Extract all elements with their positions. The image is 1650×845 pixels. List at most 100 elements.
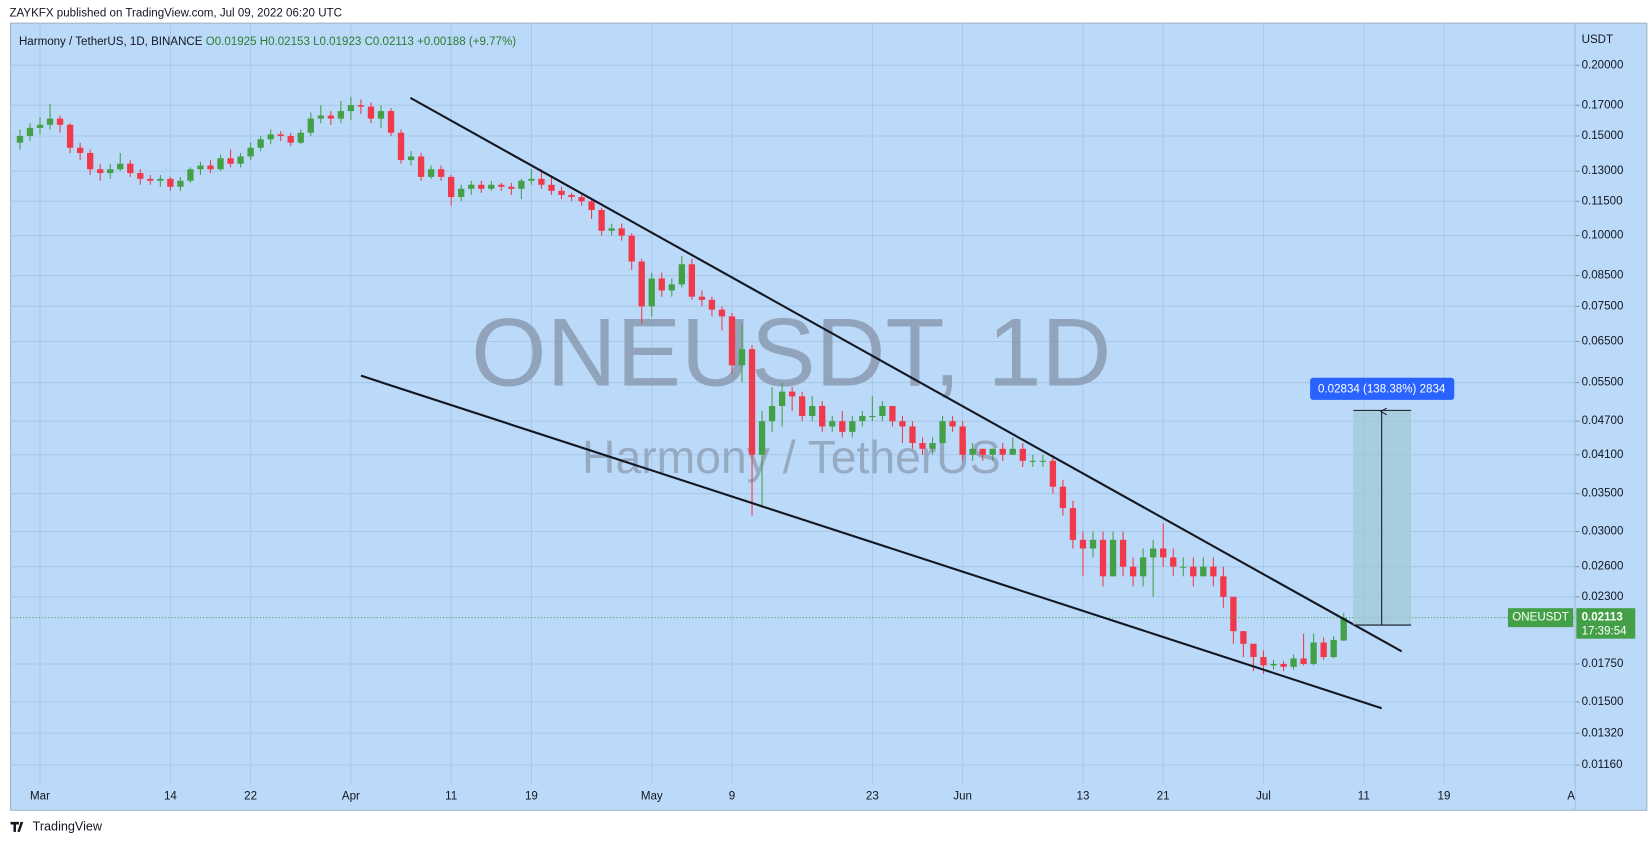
candle-body bbox=[708, 299, 716, 310]
candle-body bbox=[508, 186, 515, 189]
candle-body bbox=[468, 184, 475, 189]
candle-body bbox=[1230, 596, 1237, 632]
candle-body bbox=[1029, 460, 1036, 462]
candle-body bbox=[1310, 642, 1317, 664]
candle-body bbox=[197, 165, 204, 170]
candle-body bbox=[307, 118, 314, 133]
candle-body bbox=[36, 124, 44, 128]
candle-body bbox=[1069, 508, 1077, 540]
x-tick-label: Apr bbox=[342, 791, 360, 803]
x-tick-label: 11 bbox=[445, 791, 457, 803]
candle-body bbox=[117, 163, 124, 170]
candle-body bbox=[1330, 639, 1337, 658]
candle-body bbox=[56, 118, 64, 125]
candle-body bbox=[869, 416, 876, 418]
y-tick-label: 0.20000 bbox=[1582, 59, 1624, 71]
candle-body bbox=[969, 448, 976, 455]
candle-body bbox=[598, 209, 605, 231]
symbol-label: ONEUSDT bbox=[1512, 612, 1569, 624]
candle-body bbox=[618, 228, 625, 236]
candle-body bbox=[929, 443, 936, 449]
candle-body bbox=[819, 405, 826, 427]
candle-body bbox=[367, 106, 375, 119]
candle-body bbox=[76, 147, 84, 153]
candle-body bbox=[1129, 566, 1137, 577]
y-tick-label: 0.01320 bbox=[1582, 727, 1624, 739]
candle-body bbox=[1019, 448, 1026, 461]
candle-body bbox=[799, 396, 806, 417]
candle-body bbox=[46, 118, 54, 125]
candle-body bbox=[788, 391, 796, 397]
candle-body bbox=[458, 188, 465, 198]
y-tick-label: 0.06500 bbox=[1582, 336, 1624, 348]
candle-body bbox=[558, 190, 565, 195]
candle-body bbox=[588, 201, 595, 210]
candle-body bbox=[97, 169, 104, 174]
watermark-name: Harmony / TetherUS bbox=[582, 431, 1001, 483]
candle-body bbox=[548, 184, 555, 191]
candle-body bbox=[959, 426, 966, 455]
candle-body bbox=[267, 134, 274, 140]
legend-open: O0.01925 bbox=[206, 36, 257, 48]
x-tick-label: 11 bbox=[1358, 791, 1370, 803]
candle-body bbox=[1009, 448, 1016, 455]
candle-body bbox=[107, 169, 114, 174]
y-tick-label: 0.03000 bbox=[1582, 526, 1624, 538]
y-tick-label: 0.04100 bbox=[1582, 449, 1624, 461]
candle-body bbox=[217, 158, 224, 170]
candle-body bbox=[157, 178, 164, 181]
y-tick-label: 0.15000 bbox=[1582, 130, 1624, 142]
candle-body bbox=[1190, 566, 1197, 577]
tradingview-logo bbox=[10, 821, 24, 832]
candle-body bbox=[337, 111, 345, 119]
candle-body bbox=[1260, 657, 1267, 666]
x-tick-label: Au bbox=[1567, 791, 1581, 803]
candle-body bbox=[608, 228, 615, 231]
legend-low: L0.01923 bbox=[313, 36, 361, 48]
x-tick-label: 21 bbox=[1157, 791, 1170, 803]
candle-body bbox=[809, 405, 816, 417]
candle-body bbox=[518, 180, 525, 189]
candle-body bbox=[949, 421, 956, 427]
y-tick-label: 0.01500 bbox=[1582, 696, 1624, 708]
candle-body bbox=[728, 316, 736, 366]
candle-body bbox=[879, 405, 886, 417]
candle-body bbox=[1160, 548, 1167, 558]
candle-body bbox=[1290, 658, 1297, 667]
candle-body bbox=[748, 349, 756, 455]
candle-body bbox=[86, 152, 94, 170]
candle-body bbox=[387, 111, 395, 133]
y-tick-label: 0.08500 bbox=[1582, 270, 1624, 282]
candle-body bbox=[488, 184, 495, 189]
y-tick-label: 0.04700 bbox=[1582, 415, 1624, 427]
candle-body bbox=[417, 156, 425, 177]
y-tick-label: 0.13000 bbox=[1582, 165, 1624, 177]
candle-body bbox=[227, 158, 234, 164]
candle-body bbox=[678, 264, 685, 285]
candle-body bbox=[849, 421, 856, 432]
candle-body bbox=[1200, 566, 1207, 577]
axes: USDT 0.20000 0.17000 0.15000 0.13000 0.11500… bbox=[30, 34, 1623, 803]
candle-body bbox=[257, 139, 264, 148]
y-tick-label: 0.07500 bbox=[1582, 300, 1624, 312]
candle-body bbox=[1340, 617, 1347, 641]
candle-body bbox=[1109, 539, 1117, 577]
x-axis: Mar 14 22 Apr 11 19 May 9 23 Jun 13 21 Jul 11 19 Au bbox=[30, 791, 1581, 803]
y-tick-label: 0.02300 bbox=[1582, 591, 1624, 603]
candle-body bbox=[377, 111, 385, 119]
trendline-upper bbox=[409, 96, 1403, 653]
y-tick-label: 0.17000 bbox=[1582, 99, 1624, 111]
candle-body bbox=[1139, 557, 1147, 577]
candle-body bbox=[1059, 486, 1067, 509]
candle-body bbox=[1089, 539, 1097, 549]
candle-body bbox=[758, 421, 766, 455]
candle-body bbox=[407, 156, 415, 161]
candle-body bbox=[939, 421, 946, 444]
candle-body bbox=[768, 405, 776, 422]
candle-body bbox=[1270, 663, 1277, 666]
candle-body bbox=[177, 180, 184, 187]
x-tick-label: Jun bbox=[953, 791, 972, 803]
x-tick-label: Jul bbox=[1256, 791, 1271, 803]
candle-body bbox=[778, 391, 786, 406]
